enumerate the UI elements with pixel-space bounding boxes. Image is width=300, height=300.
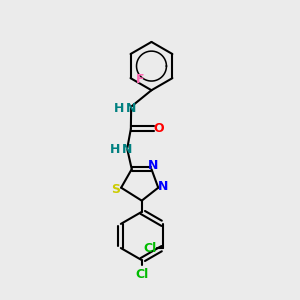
Text: F: F bbox=[136, 73, 144, 86]
Text: Cl: Cl bbox=[135, 268, 148, 281]
Text: H: H bbox=[110, 143, 121, 156]
Text: N: N bbox=[148, 158, 158, 172]
Text: H: H bbox=[114, 102, 124, 115]
Text: Cl: Cl bbox=[143, 242, 156, 254]
Text: N: N bbox=[158, 180, 169, 193]
Text: O: O bbox=[154, 122, 164, 135]
Text: N: N bbox=[126, 102, 136, 115]
Text: S: S bbox=[111, 183, 120, 196]
Text: N: N bbox=[122, 143, 133, 156]
